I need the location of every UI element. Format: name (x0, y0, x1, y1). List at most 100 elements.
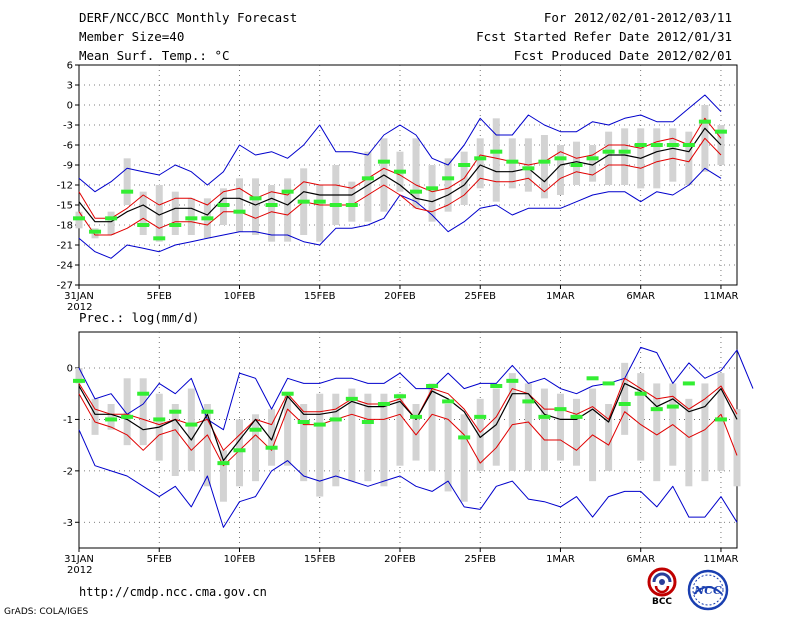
member-size-label: Member Size=40 (79, 29, 184, 44)
observed-marker (522, 399, 535, 404)
observed-marker (554, 156, 567, 161)
observed-marker (393, 394, 406, 399)
x-tick-label: 11MAR (703, 291, 738, 302)
observed-marker (361, 420, 374, 424)
observed-marker (666, 404, 679, 409)
observed-marker (73, 216, 85, 221)
y-tick-label: -3 (63, 518, 73, 529)
observed-marker (393, 169, 406, 174)
observed-marker (458, 163, 471, 167)
spread-bar (171, 191, 179, 235)
spread-bar (428, 165, 436, 222)
observed-marker (586, 376, 599, 381)
spread-bar (203, 404, 211, 487)
spread-bar (540, 135, 548, 199)
observed-marker (345, 396, 358, 401)
spread-bar (396, 393, 404, 466)
footer-credit: GrADS: COLA/IGES (4, 607, 88, 617)
figure-title: DERF/NCC/BCC Monthly Forecast (79, 10, 297, 25)
spread-bar (508, 373, 516, 471)
x-tick-label: 10FEB (224, 554, 256, 565)
observed-marker (410, 414, 423, 419)
observed-marker (233, 209, 246, 214)
observed-marker (185, 422, 198, 427)
observed-marker (506, 378, 519, 383)
x-tick-label: 15FEB (304, 554, 336, 565)
spread-bar (444, 404, 452, 492)
observed-marker (153, 236, 166, 241)
spread-bar (91, 398, 99, 435)
observed-marker (570, 163, 583, 167)
ncc-logo-label: NCC (693, 584, 722, 597)
spread-bar (556, 393, 564, 461)
observed-marker (345, 203, 358, 207)
observed-marker (249, 427, 262, 432)
spread-bar (171, 404, 179, 476)
spread-bar (268, 409, 276, 466)
footer-url: http://cmdp.ncc.cma.gov.cn (79, 585, 267, 599)
spread-bar (348, 388, 356, 482)
series-line-max (78, 346, 754, 431)
y-tick-label: 6 (67, 61, 73, 72)
precip-variable-label: Prec.: log(mm/d) (79, 310, 199, 325)
spread-bar (107, 211, 115, 235)
observed-marker (538, 159, 551, 164)
observed-marker (682, 143, 695, 147)
x-tick-label: 25FEB (464, 291, 496, 302)
temp-variable-label: Mean Surf. Temp.: °C (79, 48, 230, 63)
observed-marker (217, 203, 230, 207)
spread-bar (556, 145, 564, 195)
bcc-logo-label: BCC (652, 597, 672, 607)
observed-marker (458, 435, 471, 440)
observed-marker (714, 417, 727, 422)
spread-bar (332, 393, 340, 487)
observed-marker (153, 417, 166, 422)
observed-marker (522, 166, 535, 171)
observed-marker (281, 391, 294, 396)
observed-marker (474, 414, 487, 419)
plot-frame (78, 64, 738, 286)
observed-marker (265, 203, 278, 207)
y-tick-label: -6 (63, 141, 73, 152)
y-tick-label: 0 (67, 101, 73, 112)
ncc-logo: NCC (687, 569, 729, 611)
spread-bar (573, 398, 581, 466)
observed-marker (297, 420, 310, 424)
x-tick-label: 11MAR (703, 554, 738, 565)
y-tick-label: -3 (63, 121, 73, 132)
spread-bar (139, 378, 147, 446)
y-tick-label: -2 (63, 466, 73, 477)
spread-bar (412, 138, 420, 209)
observed-marker (105, 417, 118, 422)
y-tick-label: 0 (67, 364, 73, 375)
spread-bar (621, 128, 629, 185)
observed-marker (201, 409, 214, 414)
observed-marker (169, 409, 182, 414)
observed-marker (602, 381, 615, 386)
observed-marker (329, 417, 342, 422)
spread-bar (444, 158, 452, 212)
observed-marker (89, 229, 102, 234)
spread-bar (284, 178, 292, 242)
y-tick-label: -12 (57, 181, 73, 192)
spread-bar (476, 398, 484, 471)
y-tick-label: -1 (63, 415, 73, 426)
series-line-lower-quartile (78, 393, 738, 467)
spread-bar (348, 181, 356, 222)
x-tick-label: 5FEB (147, 554, 172, 565)
spread-bar (637, 373, 645, 461)
x-tick-label: 6MAR (626, 554, 655, 565)
observed-marker (506, 159, 519, 164)
y-tick-label: -15 (57, 201, 73, 212)
spread-bar (187, 388, 195, 471)
observed-marker (554, 407, 567, 412)
observed-marker (217, 461, 230, 466)
observed-marker (105, 216, 118, 221)
spread-bar (316, 393, 324, 497)
observed-marker (538, 414, 551, 419)
spread-bar (621, 362, 629, 435)
observed-marker (377, 159, 390, 164)
observed-marker (73, 378, 85, 383)
forecast-produced-date-label: Fcst Produced Date 2012/02/01 (514, 48, 732, 63)
